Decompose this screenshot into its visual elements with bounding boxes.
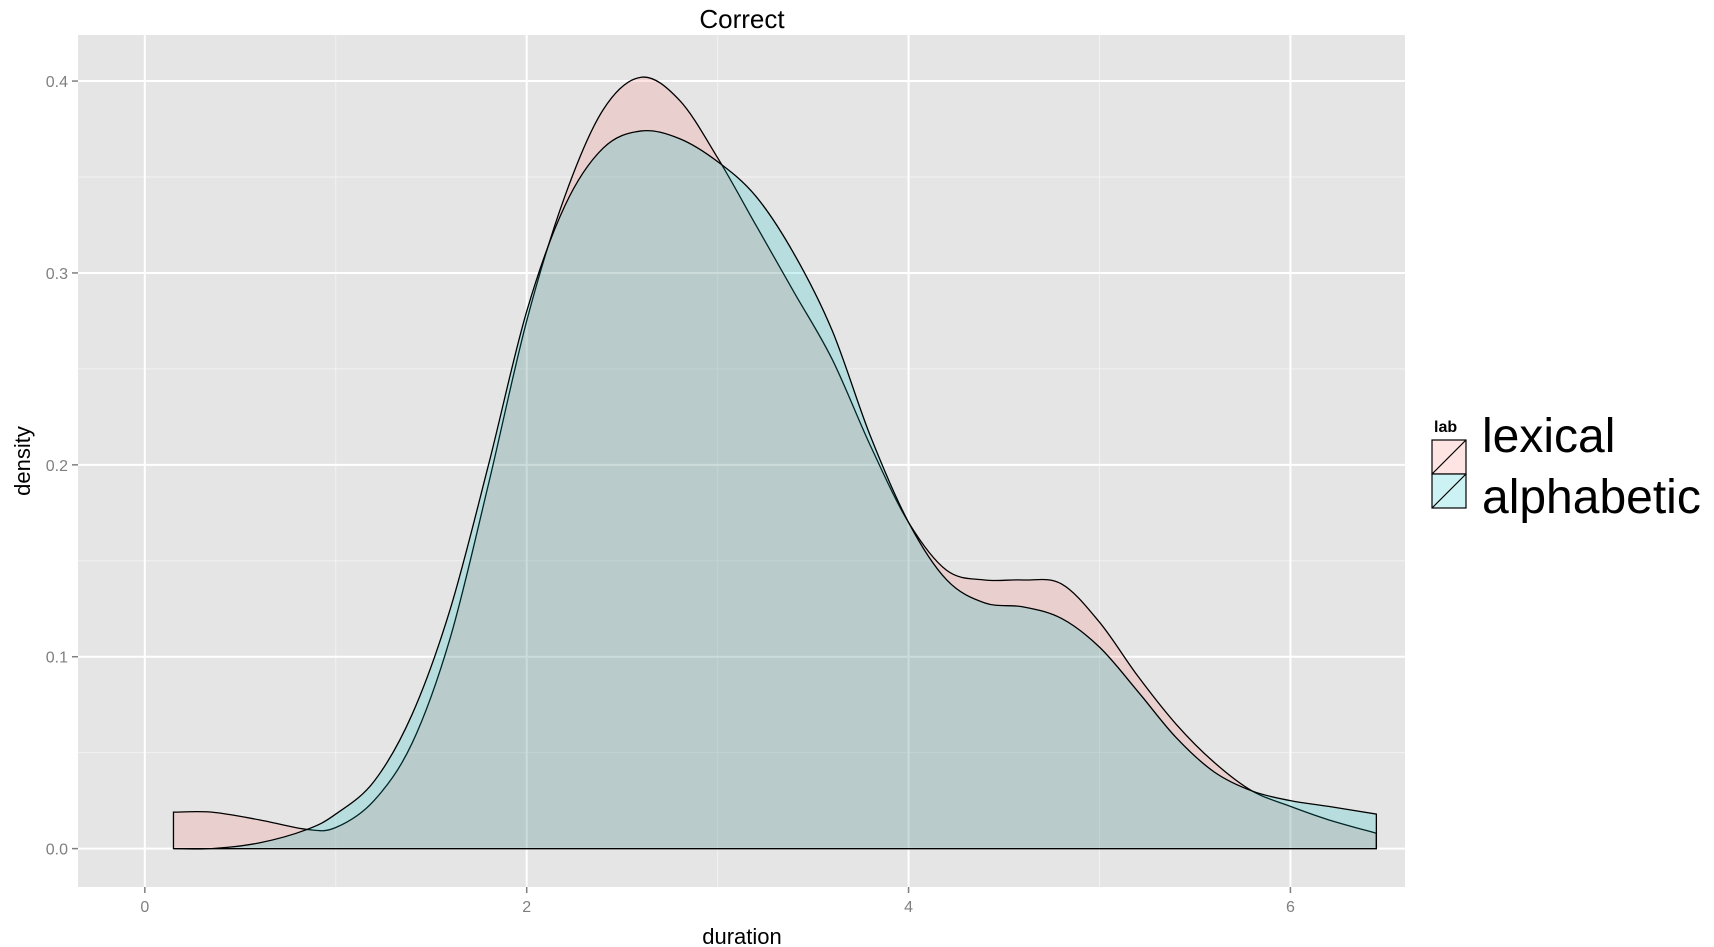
y-axis: 0.0 0.1 0.2 0.3 0.4: [46, 74, 78, 859]
density-area-alphabetic: [173, 129, 1378, 850]
legend: lab lexical alphabetic: [1431, 405, 1714, 525]
x-tick-label: 2: [522, 899, 531, 916]
y-tick-label: 0.1: [46, 650, 68, 667]
legend-label-alphabetic: alphabetic: [1482, 471, 1701, 524]
legend-label-backdrop: [1469, 405, 1714, 525]
y-tick-label: 0.4: [46, 74, 68, 91]
chart-title: Correct: [699, 4, 785, 34]
legend-title: lab: [1434, 419, 1457, 436]
y-tick-label: 0.0: [46, 842, 68, 859]
y-tick-label: 0.2: [46, 458, 68, 475]
gridlines: [78, 35, 1405, 887]
x-tick-label: 6: [1286, 899, 1295, 916]
density-areas: [172, 76, 1378, 850]
legend-key-slash: [1431, 473, 1467, 509]
y-tick-label: 0.3: [46, 266, 68, 283]
x-tick-label: 0: [140, 899, 149, 916]
legend-key-slash: [1431, 439, 1467, 475]
density-area-lexical: [172, 76, 1378, 850]
x-axis-title: duration: [702, 924, 782, 947]
x-tick-label: 4: [904, 899, 913, 916]
y-axis-title: density: [10, 426, 35, 496]
x-axis: 0 2 4 6: [140, 887, 1295, 916]
legend-label-lexical: lexical: [1482, 410, 1615, 463]
